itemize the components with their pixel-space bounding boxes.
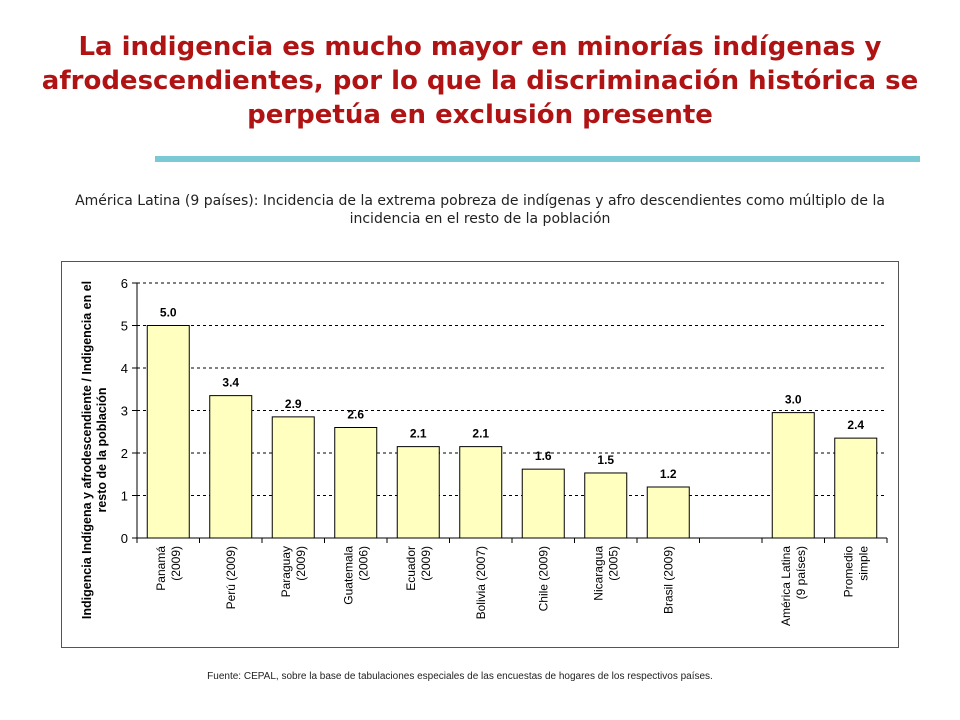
data-label: 2.4	[847, 418, 864, 432]
title-underline-rule	[155, 156, 920, 162]
category-label: Bolivia (2007)	[474, 546, 488, 619]
category-label: (2009)	[169, 546, 183, 581]
source-note: Fuente: CEPAL, sobre la base de tabulaci…	[207, 671, 713, 682]
category-label: simple	[856, 546, 870, 581]
category-label: Ecuador	[404, 546, 418, 591]
slide-title: La indigencia es mucho mayor en minorías…	[41, 32, 919, 130]
y-axis-label: Indigencia Indígena y afrodescendiente /…	[80, 280, 109, 620]
category-label: Perú (2009)	[224, 546, 238, 609]
y-tick-label: 6	[121, 276, 128, 291]
bar	[459, 446, 503, 539]
data-label: 2.1	[472, 427, 489, 441]
category-label: (2006)	[356, 546, 370, 581]
category-label: (2005)	[606, 546, 620, 581]
data-label: 3.0	[785, 393, 802, 407]
data-label: 1.5	[597, 453, 614, 467]
data-label: 2.1	[410, 427, 427, 441]
y-tick-label: 3	[121, 404, 128, 419]
y-tick-label: 4	[121, 361, 128, 376]
y-tick-label: 2	[121, 446, 128, 461]
bar	[646, 486, 690, 539]
y-tick-label: 1	[121, 489, 128, 504]
y-tick-label: 0	[121, 531, 128, 546]
bar	[396, 446, 440, 539]
category-label: Chile (2009)	[536, 546, 550, 611]
category-label: Promedio	[841, 546, 855, 598]
bar	[584, 472, 628, 539]
bar	[834, 437, 878, 539]
data-label: 1.6	[535, 449, 552, 463]
data-label: 5.0	[160, 306, 177, 320]
category-label: Panamá	[154, 546, 168, 591]
chart-subtitle: América Latina (9 países): Incidencia de…	[75, 193, 885, 227]
category-label: Guatemala	[341, 546, 355, 605]
bar	[521, 468, 565, 539]
data-label: 2.6	[347, 408, 364, 422]
category-label: Paraguay	[279, 546, 293, 597]
category-label: América Latina	[779, 546, 793, 626]
bar	[271, 416, 315, 539]
category-label: (2009)	[419, 546, 433, 581]
category-label: Brasil (2009)	[661, 546, 675, 614]
y-tick-label: 5	[121, 319, 128, 334]
category-label: (9 países)	[794, 546, 808, 599]
data-label: 1.2	[660, 467, 677, 481]
bar	[771, 412, 815, 539]
bar	[334, 427, 378, 539]
bar	[146, 325, 190, 539]
category-label: (2009)	[294, 546, 308, 581]
data-label: 2.9	[285, 397, 302, 411]
bar	[209, 395, 253, 539]
data-label: 3.4	[222, 376, 239, 390]
category-label: Nicaragua	[591, 546, 605, 601]
